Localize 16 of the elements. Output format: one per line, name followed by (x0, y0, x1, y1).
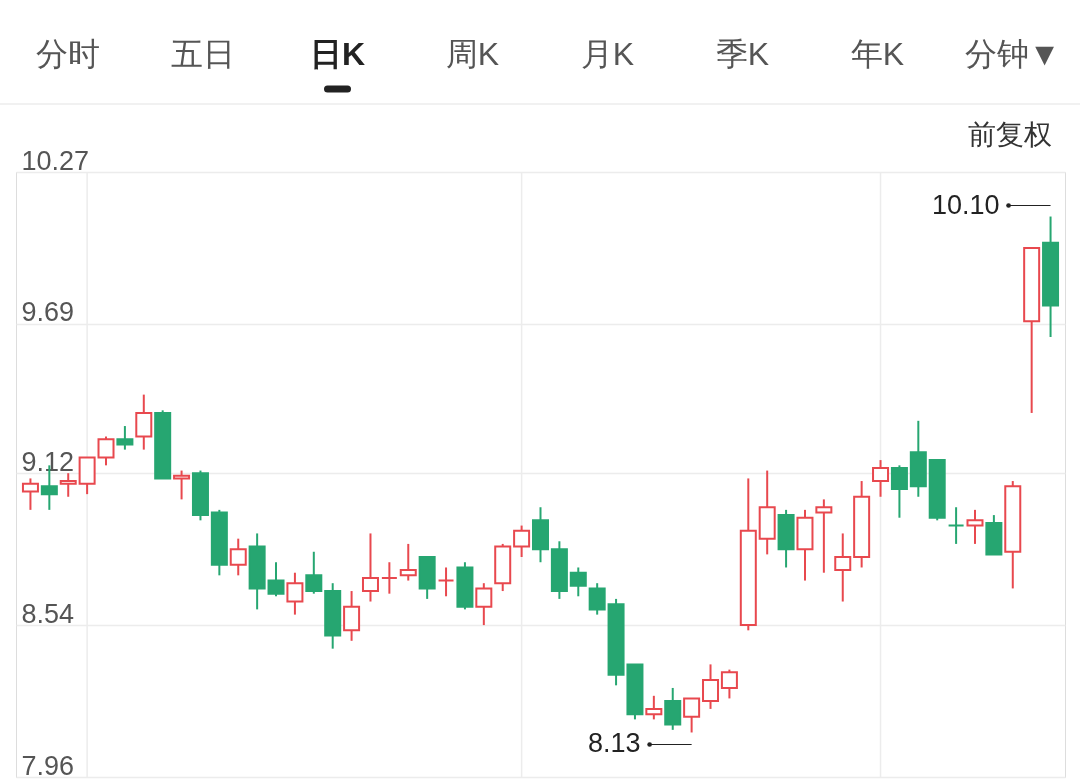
text: 五日 (170, 36, 235, 72)
y-tick-label: 8.54 (21, 598, 75, 629)
text: 分时 (35, 36, 100, 72)
y-tick-label: 9.69 (21, 297, 75, 328)
y-tick-label: 9.12 (21, 446, 75, 477)
y-tick-label: 7.96 (21, 750, 75, 781)
y-tick-label: 10.27 (21, 145, 90, 176)
annotation: 10.10 (931, 189, 1000, 220)
text: 季K (715, 36, 770, 72)
annotation: 8.13 (588, 728, 641, 759)
text: 年K (850, 36, 905, 72)
text: 周K (445, 36, 500, 72)
text: 日K (309, 36, 366, 72)
text: 月K (580, 36, 635, 72)
text: 前复权 (968, 119, 1052, 150)
text: 分钟▼ (964, 36, 1061, 72)
